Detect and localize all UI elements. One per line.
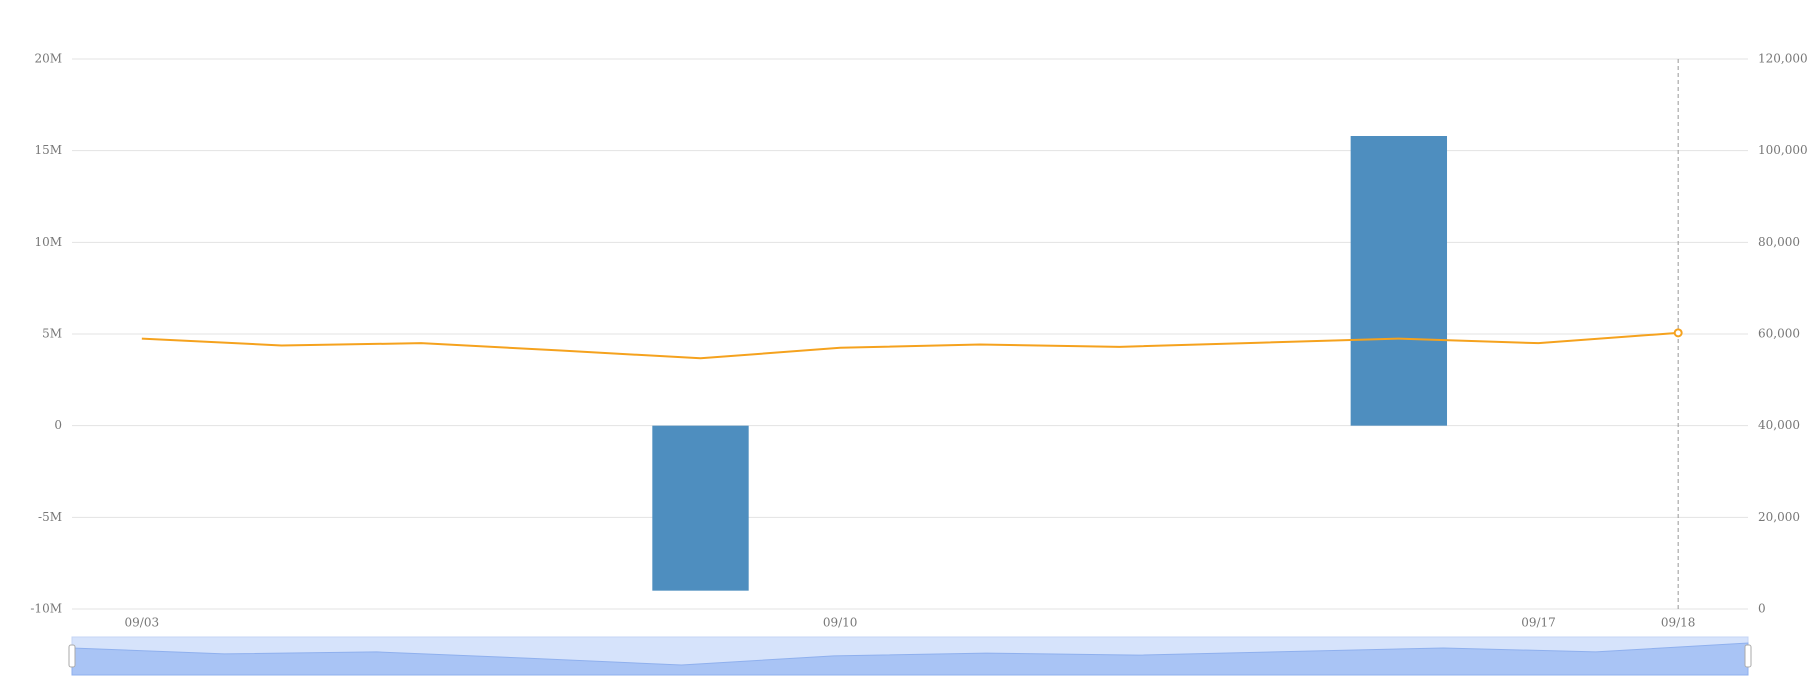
y2-tick-label: 40,000	[1758, 418, 1800, 432]
y-tick-label: 15M	[34, 143, 62, 157]
y2-tick-label: 20,000	[1758, 510, 1800, 524]
y2-tick-label: 120,000	[1758, 52, 1808, 66]
y-tick-label: -10M	[30, 602, 62, 616]
x-tick-label: 09/03	[125, 616, 160, 630]
hover-point	[1673, 328, 1683, 338]
y-tick-label: 0	[54, 418, 62, 432]
y-tick-label: 10M	[34, 235, 62, 249]
x-tick-label: 09/18	[1661, 616, 1696, 630]
y2-tick-label: 100,000	[1758, 143, 1808, 157]
x-tick-label: 09/17	[1521, 616, 1556, 630]
y-tick-label: 20M	[34, 52, 62, 66]
zoom-handle[interactable]	[68, 644, 76, 668]
bar	[652, 425, 749, 591]
x-tick-label: 09/10	[823, 616, 858, 630]
y-tick-label: 5M	[42, 327, 62, 341]
y2-tick-label: 0	[1758, 602, 1766, 616]
y2-tick-label: 60,000	[1758, 327, 1800, 341]
y2-tick-label: 80,000	[1758, 235, 1800, 249]
zoom-handle[interactable]	[1744, 644, 1752, 668]
y-tick-label: -5M	[38, 510, 62, 524]
line	[141, 331, 1679, 360]
bar	[1350, 136, 1448, 426]
